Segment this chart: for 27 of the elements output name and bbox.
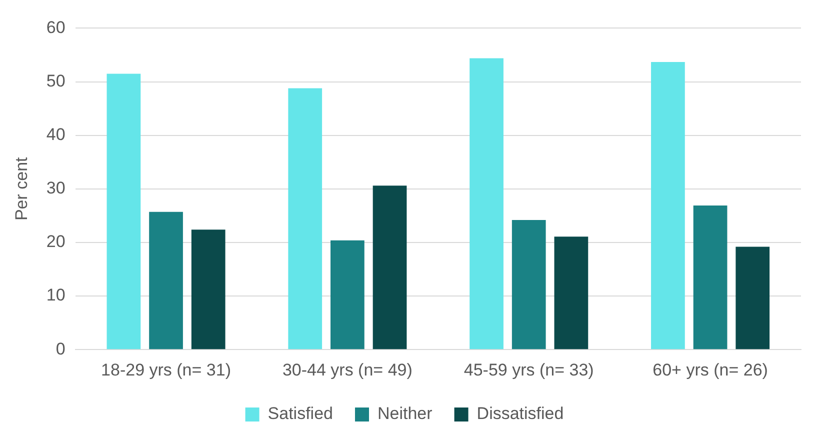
legend-label: Dissatisfied xyxy=(476,404,564,424)
y-tick-label: 60 xyxy=(46,18,66,37)
bar xyxy=(372,186,407,350)
x-tick-label: 45-59 yrs (n= 33) xyxy=(464,360,594,380)
bar xyxy=(693,206,728,350)
y-axis-title: Per cent xyxy=(12,156,31,221)
x-tick-label: 30-44 yrs (n= 49) xyxy=(282,360,412,380)
y-tick-label: 10 xyxy=(46,286,66,305)
bar xyxy=(288,88,322,350)
legend-label: Neither xyxy=(377,404,433,424)
y-tick-label: 50 xyxy=(46,71,66,90)
bar xyxy=(512,220,546,350)
bar xyxy=(736,246,770,350)
bar xyxy=(106,74,141,350)
y-tick-label: 40 xyxy=(46,125,66,144)
y-tick-label: 30 xyxy=(46,178,66,198)
bar xyxy=(149,212,183,350)
bar xyxy=(651,62,685,350)
bar xyxy=(330,240,364,350)
y-tick-label: 20 xyxy=(46,232,66,252)
x-tick-label: 60+ yrs (n= 26) xyxy=(652,360,768,380)
x-tick-label: 18-29 yrs (n= 31) xyxy=(101,360,231,380)
bar xyxy=(470,58,504,350)
legend-label: Satisfied xyxy=(268,404,333,424)
y-tick-label: 0 xyxy=(56,339,66,358)
bar xyxy=(191,230,226,350)
bar xyxy=(554,236,588,350)
